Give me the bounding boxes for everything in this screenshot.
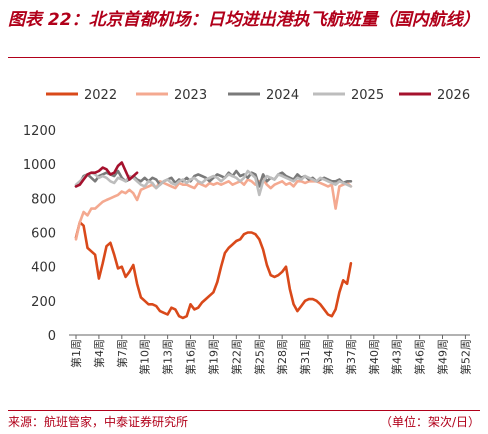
x-tick-label: 第16周 — [184, 339, 198, 375]
y-axis: 0 200 400 600 800 1000 1200 — [23, 124, 56, 344]
y-tick-label: 800 — [31, 192, 56, 207]
y-tick-label: 1200 — [23, 124, 56, 139]
x-tick-label: 第28周 — [275, 339, 289, 375]
x-tick-label: 第43周 — [390, 339, 404, 375]
x-tick-label: 第25周 — [252, 339, 266, 375]
x-axis: 第1周 第4周 第7周 第10周 第13周 第16周 第19周 第22周 第25周 第28周 第31… — [69, 334, 472, 375]
x-tick-label: 第7周 — [115, 339, 129, 368]
series-line-2025 — [74, 169, 353, 197]
x-tick-label: 第10周 — [138, 339, 152, 375]
x-tick-label: 第49周 — [436, 339, 450, 375]
x-tick-label: 第52周 — [458, 339, 472, 375]
y-tick-label: 200 — [31, 295, 56, 310]
x-tick-label: 第22周 — [229, 339, 243, 375]
y-tick-label: 1000 — [23, 158, 56, 173]
series-line-2022 — [74, 221, 353, 320]
figure-title: 图表 22：北京首都机场：日均进出港执飞航班量（国内航线） — [8, 10, 480, 30]
title-divider — [8, 57, 480, 58]
source-note: 来源：航班管家，中泰证券研究所 — [8, 415, 189, 429]
y-tick-label: 400 — [31, 261, 56, 276]
footer-divider — [8, 410, 480, 411]
unit-note: （单位：架次/日） — [379, 415, 480, 429]
x-tick-label: 第46周 — [413, 339, 427, 375]
x-tick-label: 第1周 — [69, 339, 83, 368]
x-tick-label: 第19周 — [206, 339, 220, 375]
legend-label-2023: 2023 — [174, 88, 207, 103]
x-tick-label: 第37周 — [344, 339, 358, 375]
x-tick-label: 第34周 — [321, 339, 335, 375]
x-tick-label: 第13周 — [161, 339, 175, 375]
x-tick-label: 第4周 — [92, 339, 106, 368]
y-tick-label: 600 — [31, 227, 56, 242]
series-line-2023 — [74, 178, 353, 241]
series-line-2026 — [74, 161, 139, 188]
x-tick-label: 第31周 — [298, 339, 312, 375]
legend: 2022 2023 2024 2025 2026 — [46, 88, 470, 103]
x-tick-label: 第40周 — [367, 339, 381, 375]
y-tick-label: 0 — [48, 329, 56, 344]
footer: 来源：航班管家，中泰证券研究所 （单位：架次/日） — [8, 412, 480, 432]
series-layer — [74, 161, 353, 320]
legend-label-2026: 2026 — [437, 88, 470, 103]
legend-label-2025: 2025 — [351, 88, 384, 103]
legend-label-2024: 2024 — [266, 88, 299, 103]
legend-label-2022: 2022 — [84, 88, 117, 103]
